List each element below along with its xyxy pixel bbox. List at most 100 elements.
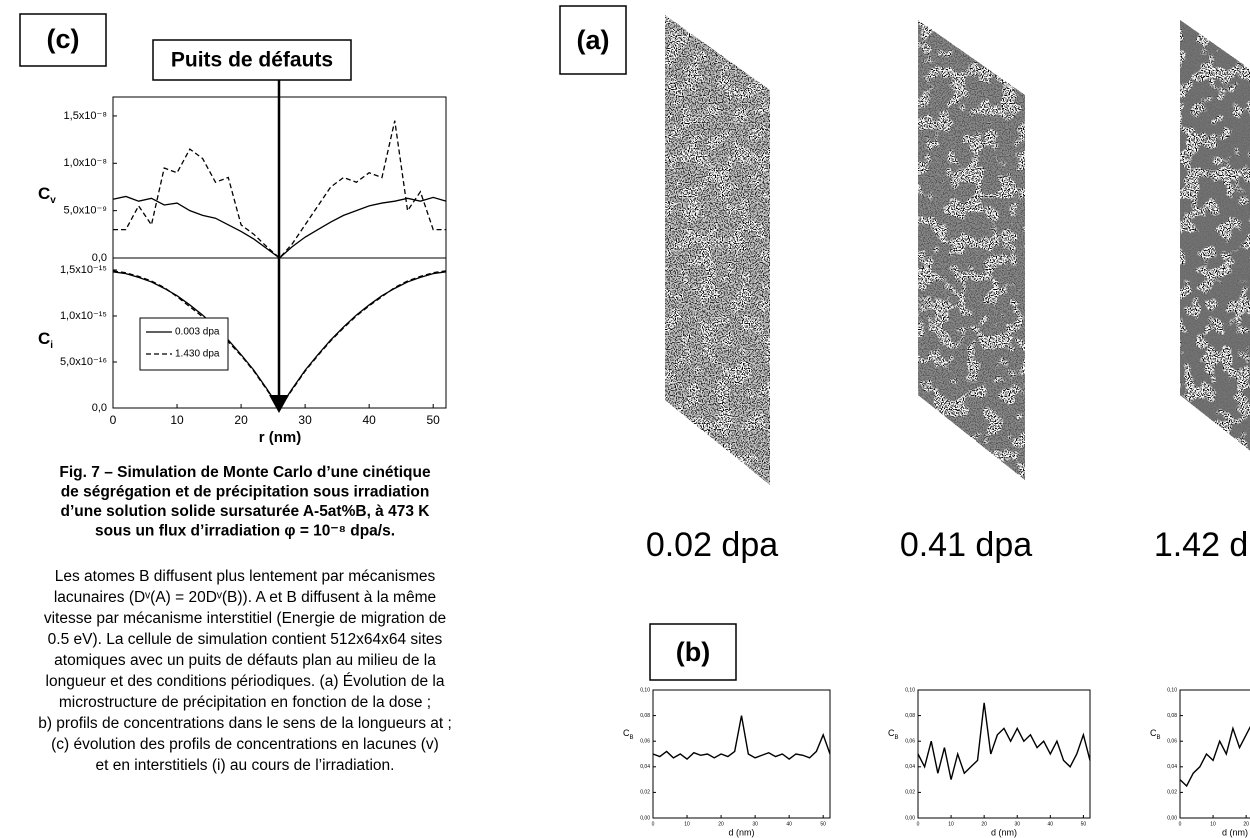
y-tick-label: 0,04 [905,764,915,770]
y-axis-label: CB [888,728,899,740]
legend-entry: 0.003 dpa [175,327,220,338]
legend-box [139,317,229,371]
y-tick-label: 0,00 [1167,815,1177,821]
y-tick-label: 0,02 [1167,790,1177,796]
y-tick-label: 0,02 [905,790,915,796]
panel-label: (c) [47,24,80,54]
panel-label-box [649,623,737,681]
panel-label: (a) [577,25,610,55]
x-axis-label: d (nm) [1222,827,1248,837]
y-tick-label: 0,08 [640,713,650,719]
caption-body: lacunaires (Dᵛ(A) = 20Dᵛ(B)). A et B dif… [54,589,436,606]
x-tick-label: 10 [1210,821,1216,827]
y-axis-label-sub: i [50,340,53,351]
x-tick-label: 10 [170,413,184,427]
plot-frame [917,689,1091,819]
y-tick-label: 0,00 [640,815,650,821]
x-tick-label: 10 [684,821,690,827]
y-tick-label: 0,06 [905,739,915,745]
y-tick-label: 0,06 [640,739,650,745]
x-axis-label: d (nm) [991,827,1017,837]
y-axis-label-main: C [888,728,895,738]
y-axis-label: CB [623,728,634,740]
y-tick-label: 0,04 [1167,764,1177,770]
y-tick-label: 1,0x10⁻⁸ [64,157,107,169]
y-axis-label-main: C [38,184,50,203]
x-tick-label: 40 [786,821,792,827]
y-tick-label: 0,10 [1167,687,1177,693]
title-box [152,39,352,81]
y-axis-label-sub: B [895,735,899,741]
dose-label: 0.02 dpa [646,526,778,564]
y-tick-label: 0,00 [905,815,915,821]
data-line [652,715,831,761]
data-line [112,270,447,410]
snapshot-image [918,20,1025,480]
x-tick-label: 30 [752,821,758,827]
x-tick-label: 0 [1179,821,1182,827]
y-tick-label: 0,0 [92,252,107,264]
y-tick-label: 0,0 [92,402,107,414]
caption-body: microstructure de précipitation en fonct… [59,694,431,711]
x-tick-label: 50 [820,821,826,827]
y-axis-label-main: C [1150,728,1157,738]
y-tick-label: 0,08 [1167,713,1177,719]
caption-body: Les atomes B diffusent plus lentement pa… [55,568,436,585]
x-tick-label: 0 [917,821,920,827]
x-tick-label: 10 [948,821,954,827]
caption-body: longueur et des conditions périodiques. … [46,673,445,690]
y-tick-label: 5,0x10⁻⁹ [63,205,107,217]
data-line [1179,725,1250,788]
y-tick-label: 0,06 [1167,739,1177,745]
x-tick-label: 0 [652,821,655,827]
y-tick-label: 0,10 [640,687,650,693]
y-axis-label-sub: B [1157,735,1161,741]
panel-title: Puits de défauts [171,49,333,72]
y-tick-label: 0,08 [905,713,915,719]
caption-body: et en interstitiels (i) au cours de l’ir… [96,757,395,774]
caption-body: 0.5 eV). La cellule de simulation contie… [48,631,443,648]
y-axis-label-main: C [623,728,630,738]
y-tick-label: 1,5x10⁻¹⁵ [60,264,107,276]
panel-label-box [559,5,627,75]
x-tick-label: 20 [1243,821,1249,827]
x-axis-label: r (nm) [259,429,302,446]
data-line [917,702,1091,780]
sink-arrow-head [269,395,289,413]
y-axis-label: CB [1150,728,1161,740]
x-tick-label: 40 [1048,821,1054,827]
caption-body: atomiques avec un puits de défauts plan … [54,652,436,669]
y-tick-label: 0,10 [905,687,915,693]
caption-title: de ségrégation et de précipitation sous … [61,484,430,501]
x-tick-label: 30 [1014,821,1020,827]
dose-label: 1.42 dpa [1154,526,1250,564]
caption-body: b) profils de concentrations dans le sen… [38,715,452,732]
y-tick-label: 1,5x10⁻⁸ [64,110,107,122]
panel-label: (b) [676,637,710,667]
plot-frame [1179,689,1250,819]
x-axis-label: d (nm) [728,827,754,837]
x-tick-label: 50 [427,413,441,427]
caption-body: vitesse par mécanisme interstitiel (Ener… [44,610,446,627]
caption-title: Fig. 7 – Simulation de Monte Carlo d’une… [59,464,431,481]
x-tick-label: 50 [1081,821,1087,827]
y-axis-label-main: C [38,329,50,348]
y-axis-label: Cv [38,184,56,205]
y-axis-label: Ci [38,329,53,350]
y-tick-label: 0,02 [640,790,650,796]
y-tick-label: 1,0x10⁻¹⁵ [60,310,107,322]
x-tick-label: 20 [981,821,987,827]
x-tick-label: 40 [362,413,376,427]
y-axis-label-sub: v [50,195,56,206]
x-tick-label: 20 [718,821,724,827]
caption-title: sous un flux d’irradiation φ = 10⁻⁸ dpa/… [95,523,395,540]
y-tick-label: 0,04 [640,764,650,770]
caption-title: d’une solution solide sursaturée A-5at%B… [61,503,431,520]
caption-body: (c) évolution des profils de concentrati… [51,736,439,753]
y-tick-label: 5,0x10⁻¹⁶ [60,356,107,368]
legend-entry: 1.430 dpa [175,349,220,360]
x-tick-label: 0 [110,413,117,427]
x-tick-label: 20 [234,413,248,427]
